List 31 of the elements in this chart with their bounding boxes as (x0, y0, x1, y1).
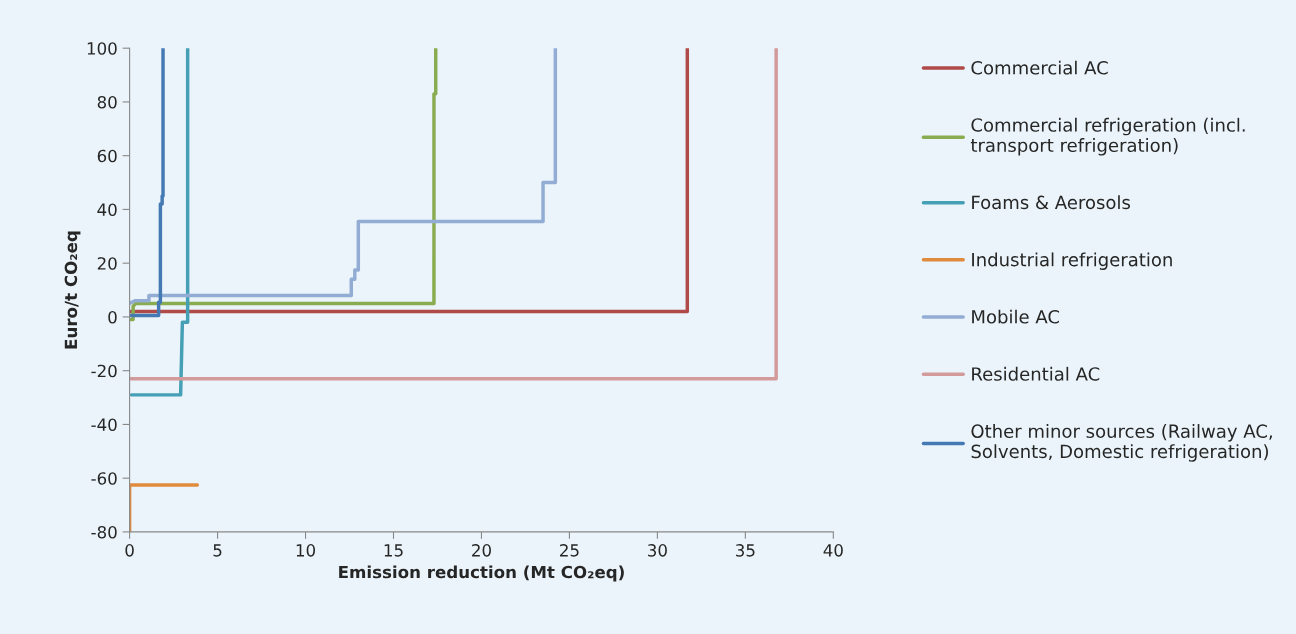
x-tick-label: 5 (213, 544, 222, 557)
y-tick-label: -60 (91, 472, 117, 485)
y-tick-label: 20 (97, 257, 117, 270)
y-tick-label: 80 (97, 95, 117, 109)
y-tick-label: 40 (97, 203, 117, 216)
legend-label: Commercial AC (971, 60, 1108, 75)
x-tick-label: 0 (125, 544, 134, 557)
y-tick-label: 100 (87, 42, 117, 55)
legend-label: Industrial refrigeration (972, 252, 1172, 270)
x-tick-label: 25 (560, 544, 579, 557)
x-tick-label: 10 (296, 544, 316, 557)
y-tick-label: 0 (108, 310, 117, 324)
legend-label: Commercial refrigeration (incl. transport refrigeration) (970, 117, 1245, 156)
legend-label: Mobile AC (972, 309, 1060, 324)
x-axis-title: Emission reduction (Mt CO₂eq) (339, 565, 624, 582)
line-series (129, 48, 558, 306)
line-series (129, 48, 438, 322)
legend-label: Other minor sources (Railway AC, Solvents, Domestic refrigeration) (971, 424, 1272, 462)
y-tick-label: -80 (91, 525, 117, 539)
x-tick-label: 35 (736, 544, 755, 557)
x-tick-label: 20 (472, 544, 491, 557)
y-tick-label: -20 (91, 364, 117, 378)
x-tick-label: 30 (648, 544, 667, 557)
legend-label: Foams & Aerosols (972, 195, 1130, 210)
y-tick-label: -40 (91, 418, 117, 431)
line-series (129, 48, 165, 318)
x-tick-label: 15 (384, 544, 403, 557)
legend-label: Residential AC (972, 366, 1100, 381)
y-axis-title: Euro/t CO₂eq (64, 231, 81, 349)
x-tick-label: 40 (823, 544, 843, 557)
y-tick-label: 60 (97, 149, 117, 163)
